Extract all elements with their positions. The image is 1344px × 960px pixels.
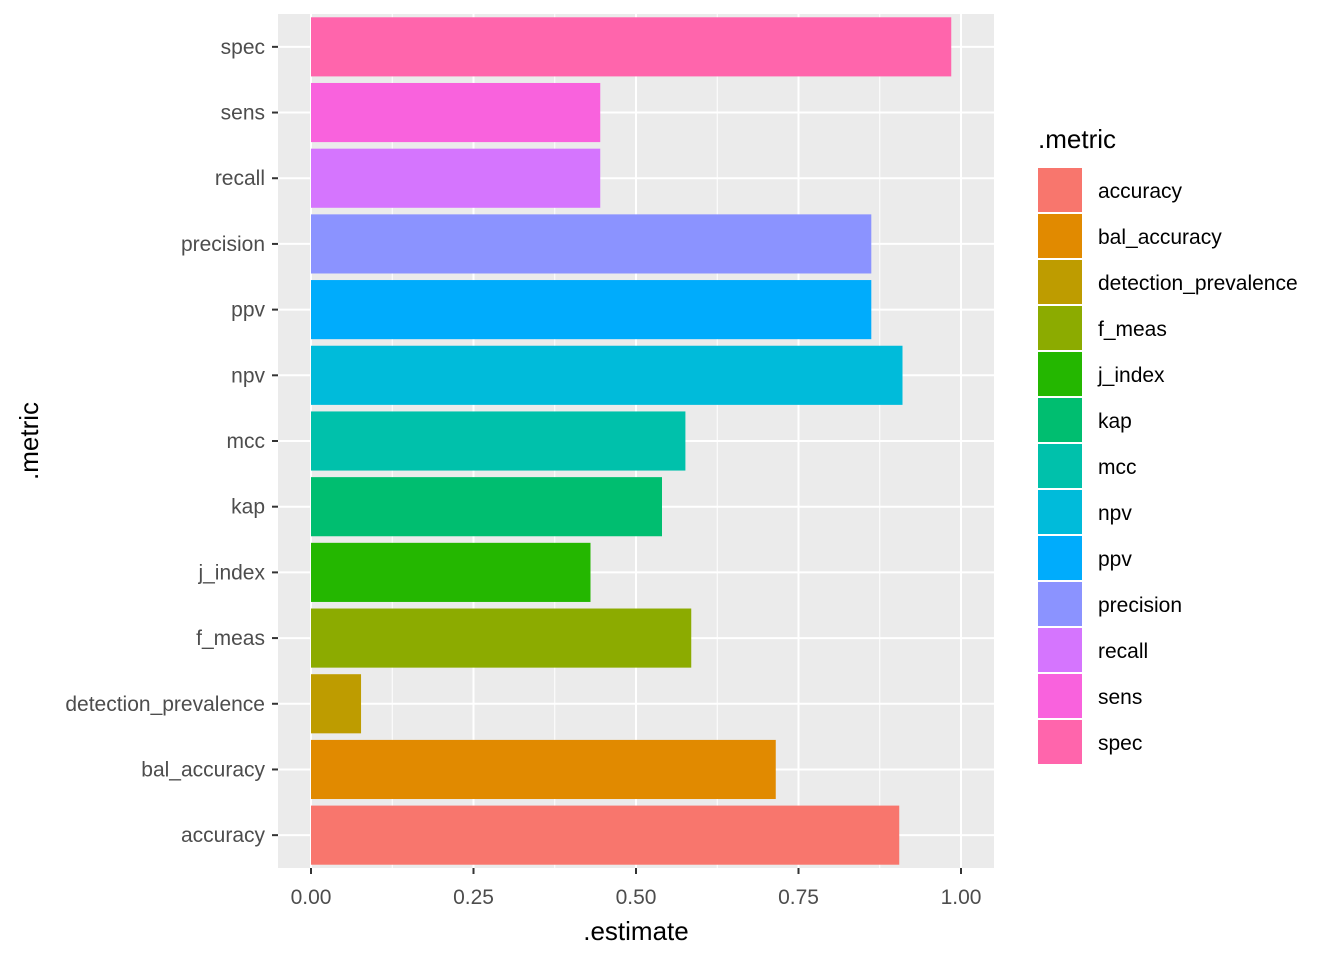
x-tick-label: 0.75 bbox=[778, 886, 819, 909]
y-tick-label: recall bbox=[215, 167, 265, 190]
legend-label: spec bbox=[1098, 732, 1142, 755]
bar-precision bbox=[311, 214, 872, 274]
legend-label: sens bbox=[1098, 686, 1142, 709]
y-tick-label: sens bbox=[221, 102, 265, 125]
bar-sens bbox=[311, 82, 601, 143]
legend-key-ppv bbox=[1038, 536, 1082, 580]
y-tick-label: bal_accuracy bbox=[141, 758, 265, 781]
legend-key-detection-prevalence bbox=[1038, 260, 1082, 304]
legend-label: bal_accuracy bbox=[1098, 226, 1222, 249]
bar-f-meas bbox=[311, 608, 692, 668]
legend-key-recall bbox=[1038, 628, 1082, 672]
bars bbox=[311, 17, 952, 865]
y-tick-label: npv bbox=[231, 364, 265, 387]
bar-bal-accuracy bbox=[311, 739, 776, 800]
legend-label: recall bbox=[1098, 640, 1148, 663]
legend-key-kap bbox=[1038, 398, 1082, 442]
x-tick-label: 1.00 bbox=[941, 886, 982, 909]
legend-key-j-index bbox=[1038, 352, 1082, 396]
y-axis: accuracy bal_accuracy detection_prevalence… bbox=[65, 36, 278, 847]
bar-mcc bbox=[311, 411, 686, 471]
legend-key-spec bbox=[1038, 720, 1082, 764]
legend-key-bal-accuracy bbox=[1038, 214, 1082, 258]
y-tick-label: j_index bbox=[197, 561, 265, 584]
x-tick-label: 0.50 bbox=[616, 886, 657, 909]
bar-npv bbox=[311, 345, 903, 405]
legend-label: detection_prevalence bbox=[1098, 272, 1298, 295]
legend-items: accuracy bal_accuracy detection_prevalence… bbox=[1038, 168, 1298, 764]
y-tick-label: detection_prevalence bbox=[65, 693, 265, 716]
legend-key-accuracy bbox=[1038, 168, 1082, 212]
y-tick-label: spec bbox=[221, 36, 265, 59]
bar-recall bbox=[311, 148, 601, 208]
legend-label: mcc bbox=[1098, 456, 1137, 479]
bar-ppv bbox=[311, 280, 872, 340]
x-tick-label: 0.25 bbox=[453, 886, 494, 909]
legend-label: f_meas bbox=[1098, 318, 1167, 341]
legend-label: npv bbox=[1098, 502, 1132, 525]
legend-label: kap bbox=[1098, 410, 1132, 433]
y-tick-label: f_meas bbox=[196, 627, 265, 650]
legend-title: .metric bbox=[1038, 124, 1116, 154]
x-axis: 0.00 0.25 0.50 0.75 1.00 bbox=[291, 868, 982, 909]
bar-j-index bbox=[311, 542, 591, 602]
bar-detection-prevalence bbox=[311, 674, 362, 734]
legend-label: j_index bbox=[1097, 364, 1165, 387]
legend-key-sens bbox=[1038, 674, 1082, 718]
bar-accuracy bbox=[311, 805, 900, 865]
legend-label: accuracy bbox=[1098, 180, 1183, 203]
y-tick-label: mcc bbox=[227, 430, 266, 453]
legend-label: ppv bbox=[1098, 548, 1132, 571]
legend: .metric accuracy bal_accuracy detection_pr… bbox=[1038, 124, 1298, 764]
legend-key-f-meas bbox=[1038, 306, 1082, 350]
x-axis-title: .estimate bbox=[583, 916, 689, 946]
bar-spec bbox=[311, 17, 952, 77]
y-tick-label: precision bbox=[181, 233, 265, 256]
legend-key-mcc bbox=[1038, 444, 1082, 488]
y-tick-label: kap bbox=[231, 496, 265, 519]
y-tick-label: accuracy bbox=[181, 824, 266, 847]
x-tick-label: 0.00 bbox=[291, 886, 332, 909]
y-axis-title: .metric bbox=[14, 402, 44, 480]
y-tick-label: ppv bbox=[231, 299, 265, 322]
legend-label: precision bbox=[1098, 594, 1182, 617]
legend-key-npv bbox=[1038, 490, 1082, 534]
legend-key-precision bbox=[1038, 582, 1082, 626]
bar-kap bbox=[311, 477, 662, 537]
